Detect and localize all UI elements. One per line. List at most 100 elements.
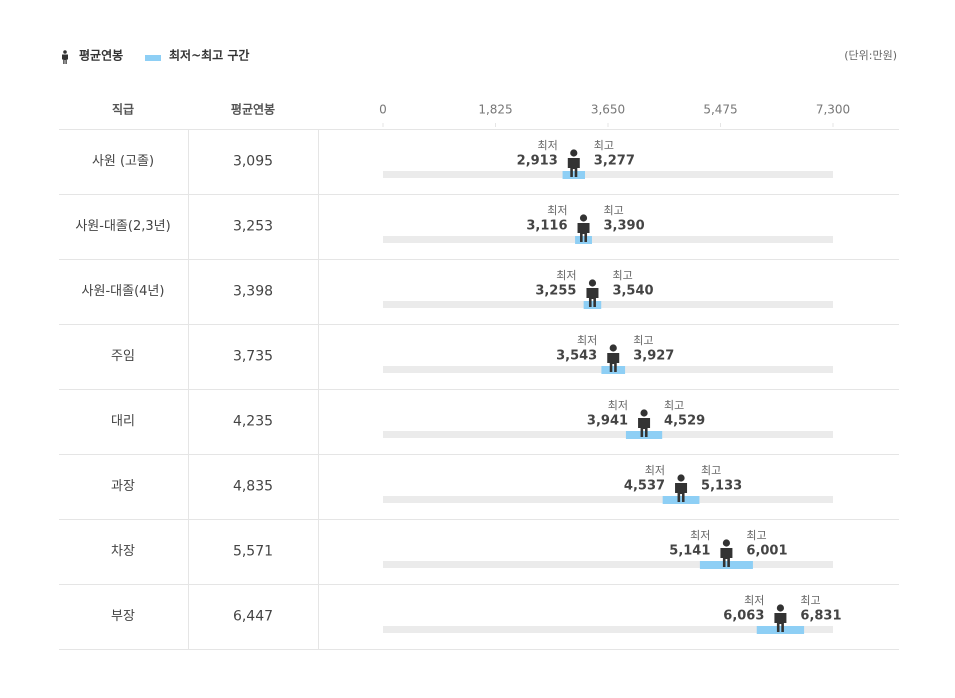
- average-icon: [607, 344, 620, 372]
- min-value: 2,913: [517, 154, 558, 169]
- min-name: 최저: [577, 334, 597, 347]
- x-tick-label: 3,650: [591, 103, 625, 117]
- icon-head: [776, 604, 785, 612]
- max-value: 3,540: [612, 284, 653, 299]
- max-name: 최고: [746, 529, 766, 542]
- range-bar: [699, 561, 753, 569]
- max-value: 3,277: [594, 154, 635, 169]
- track: [383, 171, 833, 178]
- min-name: 최저: [744, 594, 764, 607]
- average-label: 3,398: [233, 284, 273, 300]
- max-value: 5,133: [701, 479, 742, 494]
- x-tick-label: 5,475: [703, 103, 737, 117]
- average-icon: [586, 279, 599, 307]
- category-label: 사원-대졸(2,3년): [75, 219, 170, 234]
- average-icon: [567, 149, 580, 177]
- track: [383, 496, 833, 503]
- track: [383, 561, 833, 568]
- range-bar: [562, 171, 586, 179]
- max-value: 6,831: [800, 609, 841, 624]
- average-label: 4,235: [233, 414, 273, 430]
- min-name: 최저: [690, 529, 710, 542]
- track: [383, 236, 833, 243]
- average-label: 3,095: [233, 154, 273, 170]
- legend-swatch: [145, 55, 161, 61]
- min-name: 최저: [547, 204, 567, 217]
- category-label: 사원 (고졸): [92, 154, 154, 169]
- min-name: 최저: [608, 399, 628, 412]
- min-name: 최저: [645, 464, 665, 477]
- legend-label: 평균연봉: [79, 48, 123, 63]
- icon-head: [640, 409, 648, 417]
- range-bar: [575, 236, 592, 244]
- average-icon: [638, 409, 651, 437]
- range-bar: [756, 626, 805, 634]
- icon-body: [774, 613, 787, 632]
- category-label: 부장: [111, 609, 135, 624]
- icon-body: [607, 353, 620, 372]
- max-name: 최고: [604, 204, 624, 217]
- average-label: 6,447: [233, 609, 273, 625]
- max-value: 4,529: [664, 414, 705, 429]
- average-label: 4,835: [233, 479, 273, 495]
- max-name: 최고: [633, 334, 653, 347]
- icon-body: [62, 54, 68, 64]
- icon-body: [586, 288, 599, 307]
- unit: (단위:만원): [844, 49, 897, 62]
- icon-head: [609, 344, 617, 352]
- min-value: 3,543: [556, 349, 597, 364]
- min-name: 최저: [556, 269, 576, 282]
- icon-body: [675, 483, 688, 502]
- category-label: 대리: [111, 414, 135, 429]
- max-value: 3,927: [633, 349, 674, 364]
- track: [383, 301, 833, 308]
- column-header: 평균연봉: [231, 102, 275, 117]
- icon-body: [638, 418, 651, 437]
- average-icon: [720, 539, 733, 567]
- min-value: 3,116: [526, 219, 567, 234]
- track: [383, 431, 833, 438]
- average-icon: [774, 604, 787, 632]
- min-name: 최저: [538, 139, 558, 152]
- icon-head: [63, 50, 67, 54]
- average-label: 3,253: [233, 219, 273, 235]
- icon-body: [577, 223, 590, 242]
- max-name: 최고: [664, 399, 684, 412]
- legend-label: 최저~최고 구간: [169, 48, 249, 63]
- icon-head: [588, 279, 597, 287]
- range-bar: [662, 496, 700, 504]
- range-bar: [583, 301, 602, 309]
- min-value: 3,941: [587, 414, 628, 429]
- x-tick-label: 7,300: [816, 103, 850, 117]
- min-value: 4,537: [624, 479, 665, 494]
- legend-icon: [62, 50, 68, 64]
- icon-head: [579, 214, 588, 222]
- track: [383, 626, 833, 633]
- average-label: 3,735: [233, 349, 273, 365]
- max-name: 최고: [612, 269, 632, 282]
- x-tick-label: 0: [379, 103, 387, 117]
- min-value: 6,063: [723, 609, 764, 624]
- range-bar: [601, 366, 626, 374]
- icon-head: [722, 539, 731, 547]
- icon-head: [677, 474, 685, 482]
- average-label: 5,571: [233, 544, 273, 560]
- min-value: 3,255: [535, 284, 576, 299]
- category-label: 주임: [111, 349, 135, 364]
- x-tick-label: 1,825: [478, 103, 512, 117]
- column-header: 직급: [112, 102, 134, 117]
- category-label: 사원-대졸(4년): [82, 284, 165, 299]
- icon-head: [570, 149, 578, 157]
- average-icon: [675, 474, 688, 502]
- max-value: 6,001: [746, 544, 787, 559]
- max-name: 최고: [701, 464, 721, 477]
- category-label: 과장: [111, 479, 135, 494]
- icon-body: [720, 548, 733, 567]
- max-value: 3,390: [604, 219, 645, 234]
- icon-body: [567, 158, 580, 177]
- range-bar: [625, 431, 663, 439]
- max-name: 최고: [800, 594, 820, 607]
- category-label: 차장: [111, 544, 135, 559]
